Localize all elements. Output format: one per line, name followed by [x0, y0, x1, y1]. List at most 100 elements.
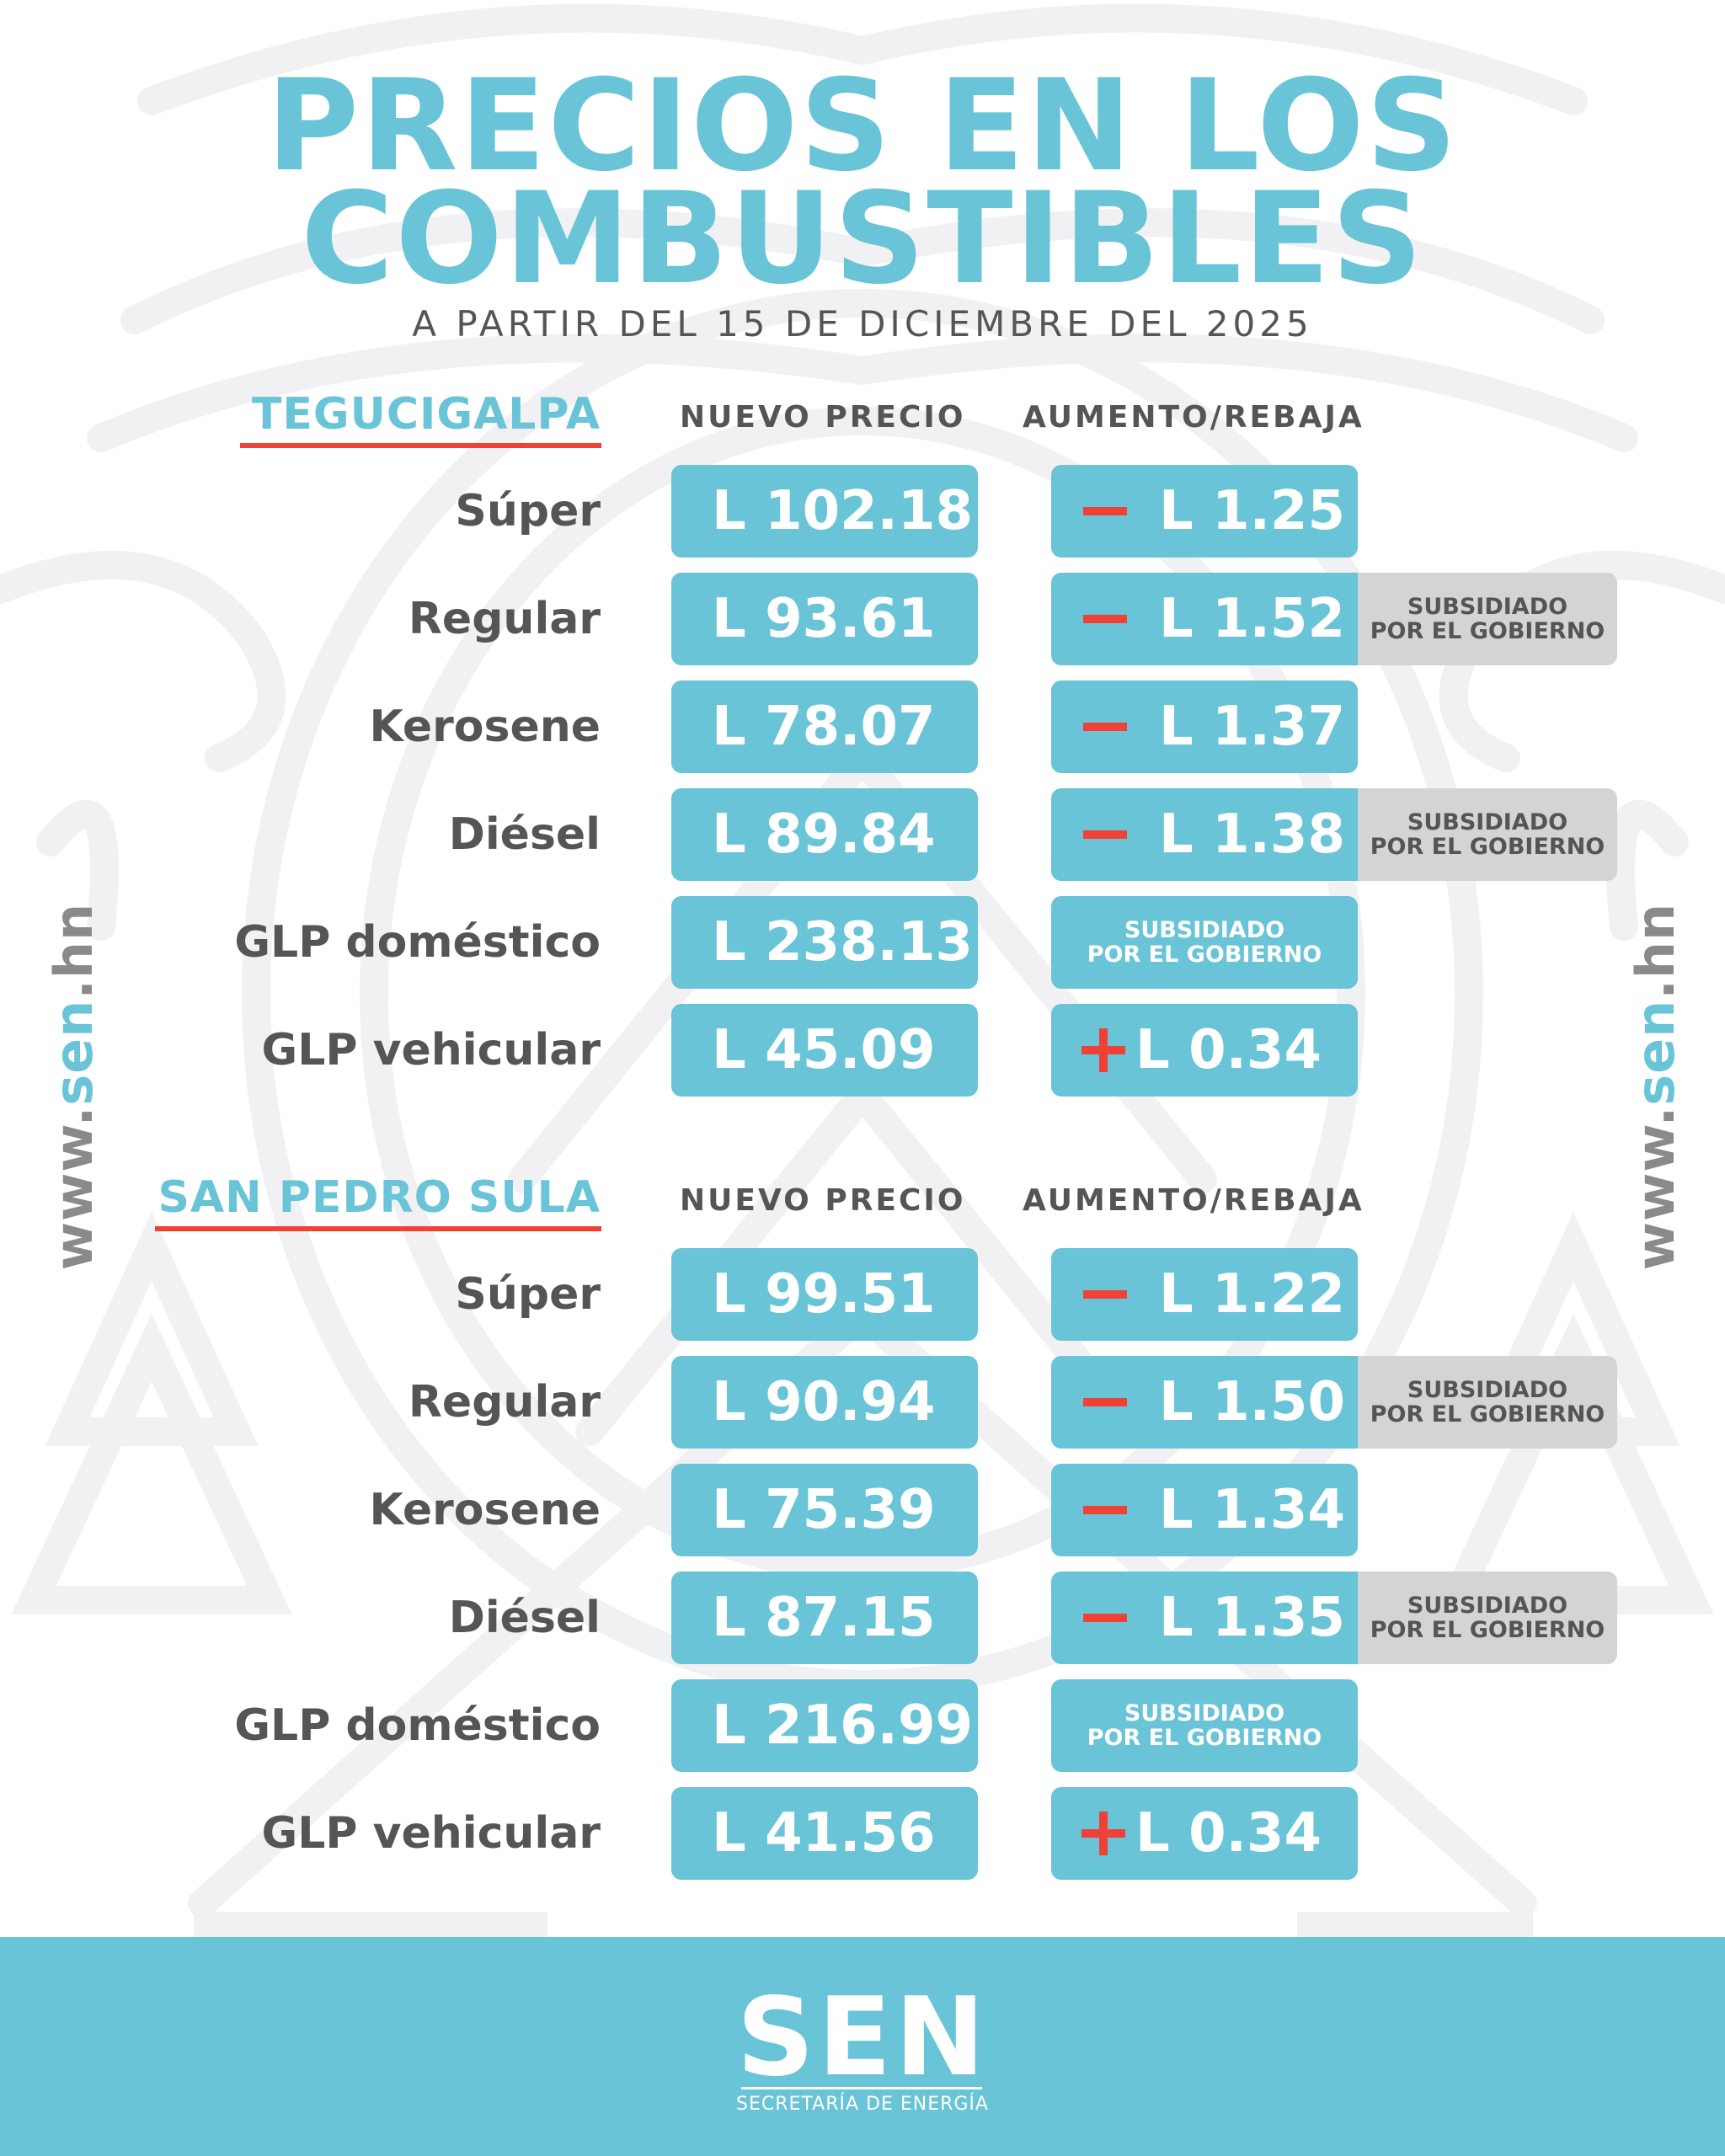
subsidy-line2: POR EL GOBIERNO	[1370, 1401, 1605, 1428]
price-box: L 238.13	[671, 896, 978, 989]
fuel-label: GLP doméstico	[234, 1700, 601, 1751]
subsidy-badge: SUBSIDIADO POR EL GOBIERNO	[1358, 788, 1617, 881]
change-box: L 0.34	[1051, 1787, 1358, 1880]
change-value: L 0.34	[1135, 1802, 1322, 1865]
change-box: L 1.34	[1051, 1464, 1358, 1556]
fuel-label: Regular	[408, 594, 601, 644]
price-box: L 78.07	[671, 680, 978, 773]
fuel-label: Súper	[455, 486, 601, 536]
fuel-label: Diésel	[448, 809, 601, 860]
logo-divider	[741, 2087, 982, 2089]
effective-date: A PARTIR DEL 15 DE DICIEMBRE DEL 2025	[412, 303, 1313, 344]
plus-icon	[1081, 1028, 1125, 1072]
change-value: L 1.37	[1159, 696, 1345, 758]
url-suffix: .hn	[43, 902, 104, 1000]
price-box: L 41.56	[671, 1787, 978, 1880]
change-box: L 1.35	[1051, 1572, 1358, 1664]
minus-icon	[1083, 1506, 1127, 1514]
subsidy-line1: SUBSIDIADO	[1124, 1700, 1285, 1726]
change-box: L 1.25	[1051, 465, 1358, 558]
subsidy-line2: POR EL GOBIERNO	[1370, 1617, 1605, 1643]
minus-icon	[1083, 1398, 1127, 1406]
minus-icon	[1083, 615, 1127, 623]
subsidy-line1: SUBSIDIADO	[1407, 1593, 1568, 1619]
fuel-label: Kerosene	[369, 702, 601, 752]
side-url-left[interactable]: www.sen.hn	[43, 884, 104, 1289]
sen-logo: SEN	[736, 1975, 989, 2100]
price-box: L 89.84	[671, 788, 978, 881]
price-box: L 75.39	[671, 1464, 978, 1556]
change-cell: L 1.52 SUBSIDIADO POR EL GOBIERNO	[1051, 573, 1617, 665]
change-value: L 0.34	[1135, 1019, 1322, 1081]
change-cell: L 1.25	[1051, 465, 1358, 558]
city-underline	[240, 443, 601, 448]
change-cell: L 0.34	[1051, 1004, 1358, 1097]
change-box: L 0.34	[1051, 1004, 1358, 1097]
fuel-label: Regular	[408, 1377, 601, 1428]
price-box: L 102.18	[671, 465, 978, 558]
change-cell: L 1.37	[1051, 680, 1358, 773]
subsidy-line2: POR EL GOBIERNO	[1087, 1725, 1322, 1751]
fuel-label: Diésel	[448, 1593, 601, 1643]
fuel-label: GLP vehicular	[261, 1808, 601, 1859]
change-box: L 1.22	[1051, 1248, 1358, 1341]
subsidy-line2: POR EL GOBIERNO	[1087, 942, 1322, 968]
subsidy-badge: SUBSIDIADO POR EL GOBIERNO	[1358, 573, 1617, 665]
city-underline	[155, 1226, 601, 1231]
change-value: L 1.25	[1159, 480, 1345, 542]
minus-icon	[1083, 507, 1127, 515]
plus-icon	[1081, 1812, 1125, 1855]
price-box: L 87.15	[671, 1572, 978, 1664]
url-prefix: www.	[1625, 1105, 1686, 1271]
change-value: L 1.22	[1159, 1263, 1345, 1326]
change-value: L 1.50	[1159, 1371, 1345, 1433]
subsidy-box: SUBSIDIADO POR EL GOBIERNO	[1051, 896, 1358, 989]
subsidy-line1: SUBSIDIADO	[1124, 917, 1285, 943]
url-highlight: sen	[43, 999, 104, 1106]
price-box: L 45.09	[671, 1004, 978, 1097]
change-value: L 1.52	[1159, 588, 1345, 650]
footer-bar	[0, 1937, 1725, 2156]
subsidy-line1: SUBSIDIADO	[1407, 594, 1568, 620]
fuel-label: Súper	[455, 1269, 601, 1320]
url-highlight: sen	[1625, 999, 1686, 1106]
column-header-change: AUMENTO/REBAJA	[1023, 400, 1365, 435]
change-value: L 1.34	[1159, 1479, 1345, 1541]
change-cell: L 1.50 SUBSIDIADO POR EL GOBIERNO	[1051, 1356, 1617, 1449]
logo-subtitle: SECRETARÍA DE ENERGÍA	[736, 2094, 989, 2115]
url-suffix: .hn	[1625, 902, 1686, 1000]
page-title-line2: COMBUSTIBLES	[301, 166, 1424, 312]
subsidy-line1: SUBSIDIADO	[1407, 1377, 1568, 1403]
subsidy-badge: SUBSIDIADO POR EL GOBIERNO	[1358, 1356, 1617, 1449]
minus-icon	[1083, 830, 1127, 839]
price-box: L 99.51	[671, 1248, 978, 1341]
fuel-label: GLP vehicular	[261, 1025, 601, 1075]
change-box: L 1.52	[1051, 573, 1358, 665]
city-heading: SAN PEDRO SULA	[158, 1172, 601, 1223]
change-box: L 1.37	[1051, 680, 1358, 773]
subsidy-line1: SUBSIDIADO	[1407, 809, 1568, 835]
minus-icon	[1083, 1290, 1127, 1299]
price-box: L 216.99	[671, 1679, 978, 1772]
column-header-price: NUEVO PRECIO	[680, 1183, 966, 1218]
change-cell: L 1.35 SUBSIDIADO POR EL GOBIERNO	[1051, 1572, 1617, 1664]
subsidy-badge: SUBSIDIADO POR EL GOBIERNO	[1358, 1572, 1617, 1664]
fuel-label: Kerosene	[369, 1485, 601, 1535]
city-heading: TEGUCIGALPA	[251, 389, 601, 440]
change-value: L 1.38	[1159, 803, 1345, 866]
subsidy-line2: POR EL GOBIERNO	[1370, 618, 1605, 644]
change-cell: L 1.38 SUBSIDIADO POR EL GOBIERNO	[1051, 788, 1617, 881]
change-box: L 1.38	[1051, 788, 1358, 881]
subsidy-box: SUBSIDIADO POR EL GOBIERNO	[1051, 1679, 1358, 1772]
change-cell: L 0.34	[1051, 1787, 1358, 1880]
column-header-price: NUEVO PRECIO	[680, 400, 966, 435]
change-cell: L 1.34	[1051, 1464, 1358, 1556]
subsidy-line2: POR EL GOBIERNO	[1370, 834, 1605, 860]
price-box: L 93.61	[671, 573, 978, 665]
side-url-right[interactable]: www.sen.hn	[1625, 884, 1686, 1289]
price-box: L 90.94	[671, 1356, 978, 1449]
change-box: L 1.50	[1051, 1356, 1358, 1449]
change-cell: L 1.22	[1051, 1248, 1358, 1341]
minus-icon	[1083, 723, 1127, 731]
minus-icon	[1083, 1614, 1127, 1622]
